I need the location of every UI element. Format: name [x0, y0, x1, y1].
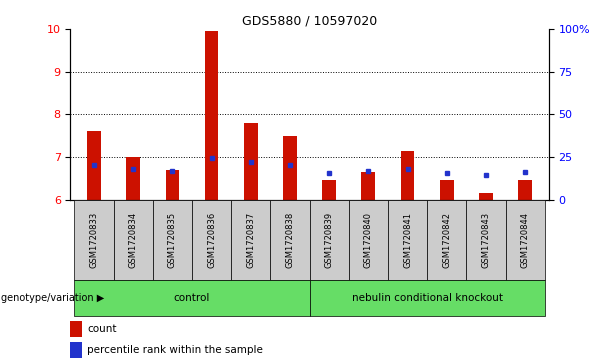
- Bar: [401, 151, 414, 200]
- Bar: [479, 193, 493, 200]
- Bar: [270, 200, 310, 280]
- Bar: [205, 31, 218, 200]
- Bar: [153, 200, 192, 280]
- Text: GSM1720837: GSM1720837: [246, 212, 255, 268]
- Bar: [70, 321, 83, 337]
- Bar: [113, 200, 153, 280]
- Bar: [506, 200, 545, 280]
- Bar: [349, 200, 388, 280]
- Text: GSM1720840: GSM1720840: [364, 212, 373, 268]
- Text: GSM1720842: GSM1720842: [442, 212, 451, 268]
- Text: control: control: [174, 293, 210, 303]
- Bar: [70, 342, 83, 358]
- Text: GSM1720843: GSM1720843: [481, 212, 490, 268]
- Bar: [87, 131, 101, 200]
- Bar: [388, 200, 427, 280]
- Text: GSM1720839: GSM1720839: [325, 212, 333, 268]
- Bar: [466, 200, 506, 280]
- Bar: [192, 200, 231, 280]
- Bar: [74, 280, 310, 316]
- Text: GSM1720834: GSM1720834: [129, 212, 138, 268]
- Bar: [283, 136, 297, 200]
- Bar: [322, 180, 336, 200]
- Bar: [231, 200, 270, 280]
- Bar: [362, 172, 375, 200]
- Text: GSM1720838: GSM1720838: [286, 212, 294, 268]
- Text: GSM1720841: GSM1720841: [403, 212, 412, 268]
- Bar: [440, 180, 454, 200]
- Bar: [74, 200, 113, 280]
- Text: count: count: [87, 323, 116, 334]
- Text: GSM1720844: GSM1720844: [520, 212, 530, 268]
- Bar: [518, 180, 532, 200]
- Bar: [310, 200, 349, 280]
- Text: genotype/variation ▶: genotype/variation ▶: [1, 293, 104, 303]
- Text: nebulin conditional knockout: nebulin conditional knockout: [352, 293, 503, 303]
- Bar: [310, 280, 545, 316]
- Bar: [244, 123, 257, 200]
- Bar: [427, 200, 466, 280]
- Title: GDS5880 / 10597020: GDS5880 / 10597020: [242, 15, 377, 28]
- Text: GSM1720835: GSM1720835: [168, 212, 177, 268]
- Text: GSM1720833: GSM1720833: [89, 212, 99, 268]
- Bar: [126, 157, 140, 200]
- Text: percentile rank within the sample: percentile rank within the sample: [87, 345, 263, 355]
- Text: GSM1720836: GSM1720836: [207, 212, 216, 268]
- Bar: [166, 170, 179, 200]
